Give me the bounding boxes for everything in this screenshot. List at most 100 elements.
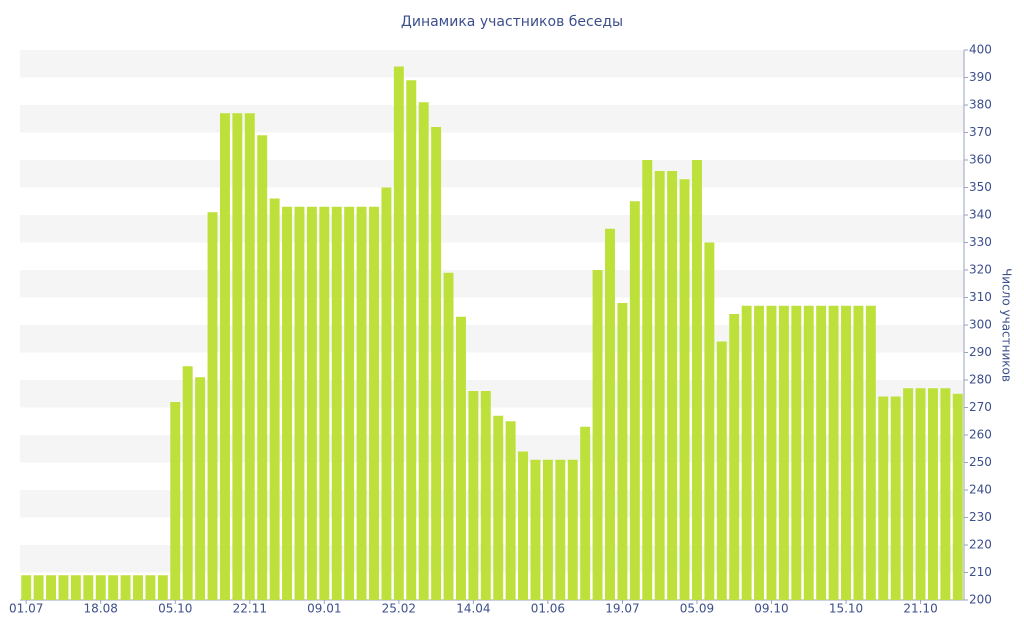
bar	[344, 206, 355, 600]
bar	[754, 305, 765, 600]
bar	[95, 575, 106, 600]
bar	[282, 206, 293, 600]
bar	[232, 113, 243, 600]
bar	[306, 206, 317, 600]
bar	[605, 228, 615, 600]
bar	[592, 270, 603, 600]
y-tick-label: 350	[969, 180, 992, 194]
y-tick-label: 400	[969, 43, 992, 57]
y-tick-label: 290	[969, 345, 992, 359]
bar	[443, 272, 454, 600]
bar	[480, 391, 491, 600]
y-tick-label: 250	[969, 455, 992, 469]
bar	[903, 388, 914, 600]
y-tick-label: 270	[969, 400, 992, 414]
y-tick-label: 360	[969, 153, 992, 167]
bar	[406, 80, 417, 600]
y-tick-label: 340	[969, 208, 992, 222]
bar	[431, 127, 442, 600]
bar	[741, 305, 752, 600]
x-tick-label: 05.10	[158, 602, 192, 616]
y-axis-title: Число участников	[1000, 268, 1014, 382]
y-tick-label: 310	[969, 290, 992, 304]
bar	[791, 305, 802, 600]
bar	[580, 426, 591, 600]
bar	[704, 242, 715, 600]
bar	[33, 575, 44, 600]
bar	[530, 459, 541, 600]
bar	[170, 402, 181, 600]
x-tick-label: 01.06	[531, 602, 565, 616]
bar	[691, 160, 702, 600]
y-tick-label: 390	[969, 70, 992, 84]
x-tick-label: 18.08	[84, 602, 118, 616]
bar	[878, 396, 889, 600]
bar	[542, 459, 553, 600]
bar	[927, 388, 938, 600]
bar	[70, 575, 81, 600]
bar	[940, 388, 951, 600]
bar	[133, 575, 143, 600]
y-tick-label: 300	[969, 318, 992, 332]
bar	[915, 388, 926, 600]
bar	[108, 575, 119, 600]
bar	[667, 171, 678, 600]
y-tick-label: 230	[969, 510, 992, 524]
y-tick-label: 240	[969, 483, 992, 497]
bar	[468, 391, 479, 600]
bar	[853, 305, 864, 600]
bar	[716, 341, 727, 600]
y-tick-label: 210	[969, 565, 992, 579]
bar	[145, 575, 156, 600]
bar	[369, 206, 379, 600]
bar	[555, 459, 566, 600]
y-tick-label: 330	[969, 235, 992, 249]
x-tick-label: 19.07	[605, 602, 639, 616]
bar	[21, 575, 32, 600]
bar	[195, 377, 206, 600]
bar	[356, 206, 367, 600]
grid-band	[20, 50, 964, 78]
bar	[617, 303, 628, 600]
bar	[182, 366, 193, 600]
grid-band	[20, 270, 964, 298]
x-tick-label: 01.07	[9, 602, 43, 616]
bar	[257, 135, 268, 600]
bar	[46, 575, 57, 600]
bar	[518, 451, 529, 600]
y-tick-label: 280	[969, 373, 992, 387]
bar	[319, 206, 330, 600]
bar	[642, 160, 653, 600]
bar	[890, 396, 901, 600]
bar	[816, 305, 827, 600]
bar	[244, 113, 255, 600]
grid-band	[20, 215, 964, 243]
y-tick-label: 320	[969, 263, 992, 277]
y-tick-label: 380	[969, 98, 992, 112]
bar	[83, 575, 94, 600]
bar	[841, 305, 851, 600]
bar	[393, 66, 404, 600]
x-tick-label: 15.10	[829, 602, 863, 616]
x-tick-label: 14.04	[456, 602, 490, 616]
x-tick-label: 21.10	[903, 602, 937, 616]
y-tick-label: 200	[969, 593, 992, 607]
bar	[207, 212, 218, 600]
bar	[58, 575, 69, 600]
bar	[729, 314, 740, 600]
y-tick-label: 370	[969, 125, 992, 139]
y-tick-label: 220	[969, 538, 992, 552]
bar	[331, 206, 342, 600]
grid-band	[20, 160, 964, 188]
bar	[493, 415, 504, 600]
bar	[455, 316, 466, 600]
bar	[865, 305, 876, 600]
bar	[803, 305, 814, 600]
bar	[157, 575, 168, 600]
bar	[766, 305, 777, 600]
bar	[294, 206, 305, 600]
bar	[654, 171, 665, 600]
x-tick-label: 09.10	[754, 602, 788, 616]
bar	[120, 575, 131, 600]
bar	[219, 113, 230, 600]
